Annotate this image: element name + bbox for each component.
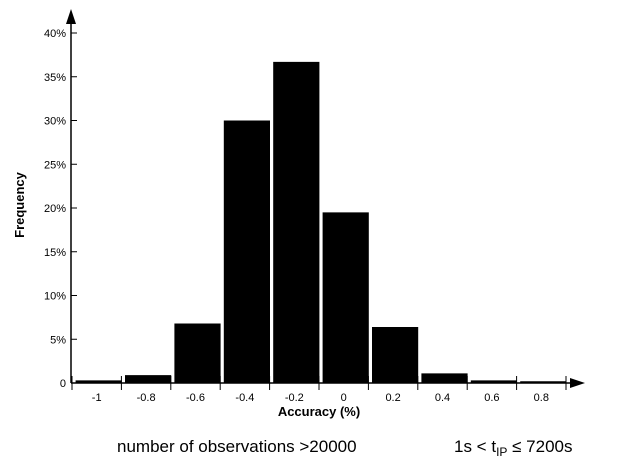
- histogram-chart: -1 -0.8 -0.6 -0.4 -0.2 0 0.2 0.4 0.6 0.8 0 5% 10% 15%…: [0, 0, 630, 430]
- x-tick-label: 0.2: [385, 392, 400, 404]
- y-tick-label: 25%: [44, 159, 66, 171]
- time-range-caption: 1s < tIP ≤ 7200s: [454, 437, 573, 462]
- time-range-suffix: ≤ 7200s: [507, 437, 572, 456]
- histogram-bar: [273, 62, 319, 383]
- x-axis-title: Accuracy (%): [278, 404, 360, 419]
- y-tick-label: 0: [60, 378, 66, 390]
- x-tick-label: 0: [341, 392, 347, 404]
- y-tick-label: 20%: [44, 203, 66, 215]
- bars: [76, 62, 567, 383]
- x-tick-label: 0.8: [534, 392, 549, 404]
- histogram-bar: [421, 373, 467, 383]
- x-tick-label: -0.2: [285, 392, 304, 404]
- x-tick-label: -0.8: [137, 392, 156, 404]
- histogram-bar: [224, 121, 270, 384]
- y-tick-label: 15%: [44, 247, 66, 259]
- y-tick-label: 10%: [44, 291, 66, 303]
- y-tick-label: 35%: [44, 72, 66, 84]
- y-axis-title: Frequency: [12, 171, 27, 238]
- time-range-prefix: 1s < t: [454, 437, 496, 456]
- x-tick-label: 0.6: [484, 392, 499, 404]
- observations-caption: number of observations >20000: [117, 437, 357, 457]
- x-tick-label: 0.4: [435, 392, 450, 404]
- histogram-bar: [372, 327, 418, 383]
- x-axis-arrow: [570, 378, 585, 388]
- x-tick-label: -0.6: [186, 392, 205, 404]
- y-tick-label: 5%: [50, 334, 66, 346]
- y-tick-label: 30%: [44, 116, 66, 128]
- y-tick-label: 40%: [44, 28, 66, 40]
- y-axis-arrow: [66, 9, 76, 24]
- histogram-bar: [174, 324, 220, 384]
- histogram-bar: [125, 375, 171, 383]
- x-tick-label: -0.4: [235, 392, 254, 404]
- x-tick-label: -1: [92, 392, 102, 404]
- histogram-bar: [323, 212, 369, 383]
- time-range-subscript: IP: [496, 445, 507, 459]
